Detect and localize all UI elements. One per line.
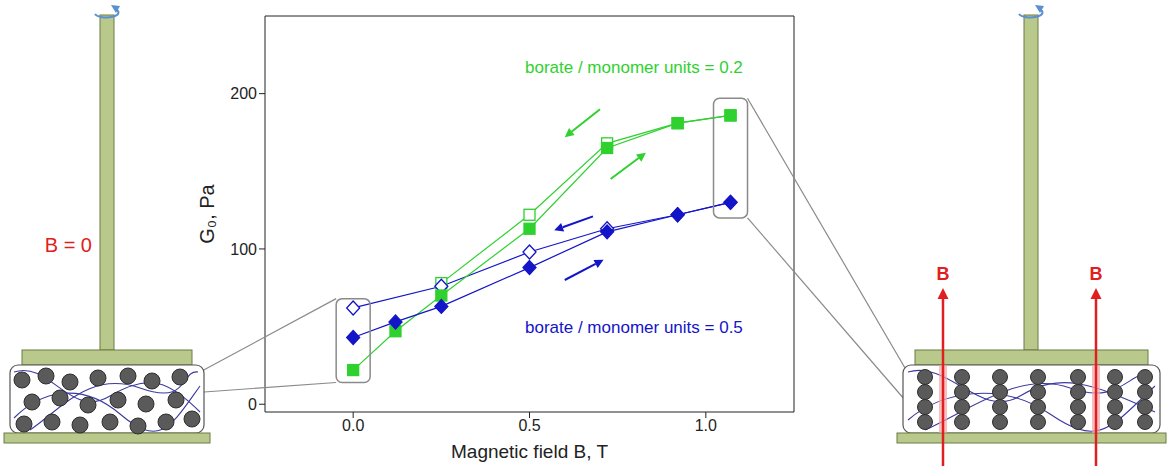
svg-text:100: 100: [230, 241, 257, 258]
svg-text:200: 200: [230, 85, 257, 102]
html-text:borate / monomer units = 0.5: borate / monomer units = 0.5: [525, 318, 743, 337]
html-text:borate / monomer units = 0.2: borate / monomer units = 0.2: [525, 58, 743, 77]
svg-text:B: B: [1090, 264, 1103, 284]
svg-text:1.0: 1.0: [695, 417, 717, 434]
svg-text:G₀, Pa: G₀, Pa: [196, 183, 218, 243]
svg-text:0.0: 0.0: [342, 417, 364, 434]
svg-text:0: 0: [248, 396, 257, 413]
svg-text:0.5: 0.5: [518, 417, 540, 434]
svg-text:B: B: [937, 264, 950, 284]
svg-text:Magnetic field B, T: Magnetic field B, T: [451, 441, 608, 462]
svg-text:B = 0: B = 0: [45, 234, 92, 256]
